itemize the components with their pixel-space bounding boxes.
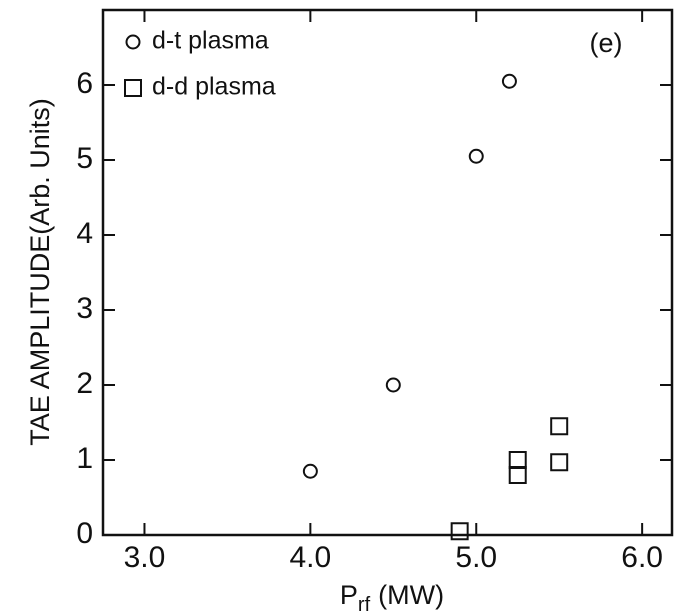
y-tick-label: 3 — [76, 292, 93, 325]
data-point — [450, 522, 469, 541]
legend-label: d-d plasma — [152, 73, 276, 101]
data-point — [550, 453, 569, 472]
data-point — [501, 73, 517, 89]
x-tick-label: 4.0 — [290, 541, 332, 574]
plot-frame — [101, 8, 674, 537]
x-axis-label: Prf (MW) — [340, 580, 444, 614]
x-tick-label: 5.0 — [455, 541, 497, 574]
legend-marker — [124, 79, 142, 97]
legend-label: d-t plasma — [152, 27, 269, 55]
legend-marker — [125, 34, 141, 50]
data-point — [508, 466, 527, 484]
y-tick-label: 4 — [76, 217, 93, 250]
y-tick-label: 0 — [76, 517, 93, 550]
y-tick-label: 1 — [76, 442, 93, 475]
data-point — [468, 148, 484, 164]
annotation: (e) — [590, 28, 623, 58]
data-point — [508, 451, 527, 469]
x-label-base: P — [340, 580, 358, 610]
data-point — [385, 377, 401, 393]
data-point — [302, 463, 318, 479]
y-axis-label: TAE AMPLITUDE(Arb. Units) — [25, 98, 55, 446]
x-label-sub: rf — [358, 594, 371, 614]
y-tick-label: 5 — [76, 142, 93, 175]
data-point — [550, 417, 569, 436]
x-tick-label: 6.0 — [621, 541, 663, 574]
y-tick-label: 6 — [76, 67, 93, 100]
x-label-unit: (MW) — [378, 580, 444, 610]
y-tick-label: 2 — [76, 367, 93, 400]
x-tick-label: 3.0 — [124, 541, 166, 574]
